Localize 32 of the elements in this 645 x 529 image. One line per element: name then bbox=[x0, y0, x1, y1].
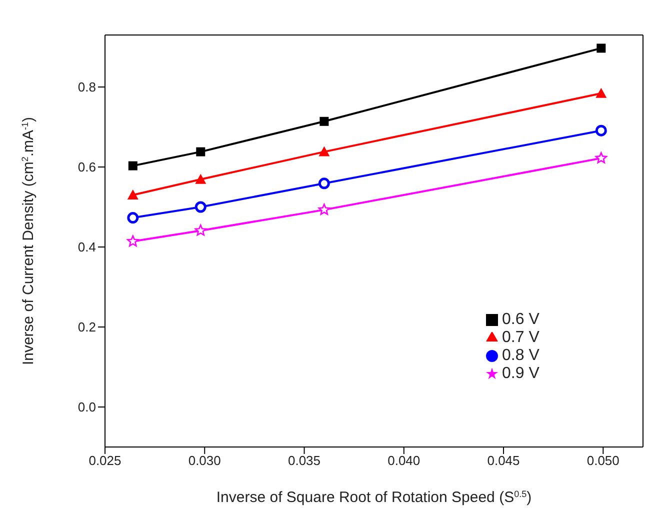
legend-label: 0.7 V bbox=[502, 329, 540, 346]
point bbox=[127, 212, 139, 224]
point bbox=[320, 116, 329, 126]
x-axis-title: Inverse of Square Root of Rotation Speed (S$^{0.5}$) bbox=[216, 489, 532, 506]
point bbox=[195, 174, 206, 184]
x-tick-label: 0.050 bbox=[586, 453, 620, 468]
point bbox=[595, 152, 608, 164]
point bbox=[595, 124, 607, 136]
x-tick-label: 0.045 bbox=[487, 453, 520, 468]
point bbox=[318, 204, 330, 215]
x-tick-label: 0.035 bbox=[288, 453, 321, 468]
point bbox=[596, 44, 606, 53]
point bbox=[127, 190, 138, 200]
y-tick-label: 0.0 bbox=[78, 400, 96, 415]
point bbox=[596, 88, 607, 98]
legend-label: 0.8 V bbox=[502, 347, 540, 364]
point bbox=[194, 224, 207, 236]
point bbox=[318, 146, 330, 156]
x-tick-label: 0.040 bbox=[388, 453, 420, 468]
x-tick-label: 0.025 bbox=[88, 453, 122, 468]
legend-label: 0.6 V bbox=[502, 311, 540, 328]
y-tick-label: 0.4 bbox=[78, 240, 96, 255]
point bbox=[128, 161, 138, 170]
point bbox=[194, 201, 206, 213]
x-tick-label: 0.030 bbox=[188, 453, 221, 468]
y-tick-label: 0.6 bbox=[78, 160, 96, 175]
legend-label: 0.9 V bbox=[502, 365, 540, 382]
y-tick-label: 0.2 bbox=[78, 320, 96, 335]
point bbox=[196, 147, 206, 156]
point bbox=[318, 178, 330, 190]
y-tick-label: 0.8 bbox=[78, 80, 96, 95]
point bbox=[127, 235, 139, 246]
